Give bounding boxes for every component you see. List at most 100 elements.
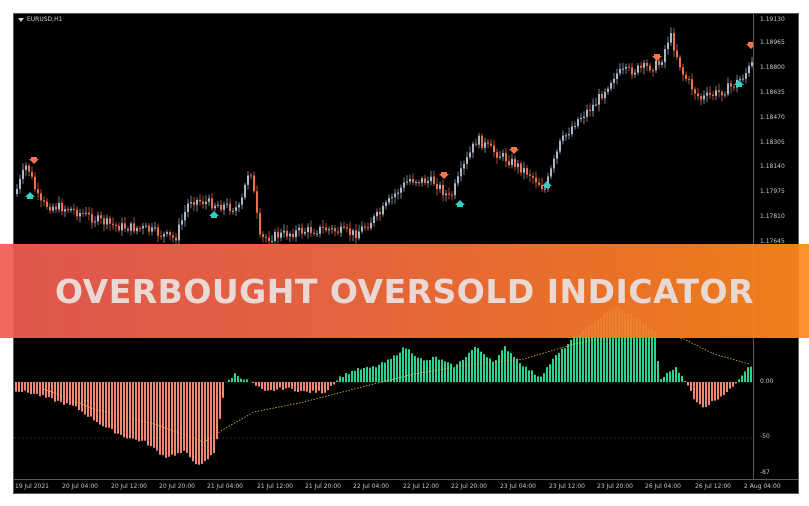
candle <box>79 212 81 217</box>
candle <box>652 70 654 72</box>
candle <box>262 234 264 237</box>
candle <box>727 83 729 95</box>
sell-arrow-icon <box>29 157 39 164</box>
histogram-bar <box>90 382 92 417</box>
candle <box>178 224 180 241</box>
candle <box>310 227 312 233</box>
histogram-bar <box>276 382 278 390</box>
histogram-bar <box>174 382 176 456</box>
candle <box>574 126 576 128</box>
candle <box>238 204 240 208</box>
histogram-bar <box>714 382 716 401</box>
histogram-bar <box>108 382 110 428</box>
time-axis-label: 21 Jul 04:00 <box>207 483 243 490</box>
candle <box>514 158 516 167</box>
histogram-bar <box>615 306 617 382</box>
histogram-bar <box>186 382 188 453</box>
histogram-bar <box>393 355 395 382</box>
histogram-bar <box>267 382 269 391</box>
histogram-bar <box>423 360 425 382</box>
histogram-bar <box>243 379 245 382</box>
histogram-bar <box>180 382 182 454</box>
histogram-bar <box>72 382 74 406</box>
histogram-bar <box>294 382 296 392</box>
histogram-bar <box>396 355 398 382</box>
histogram-bar <box>123 382 125 438</box>
candle <box>304 232 306 234</box>
histogram-bar <box>618 308 620 382</box>
candle <box>682 67 684 75</box>
candle <box>499 156 501 158</box>
histogram-bar <box>105 382 107 428</box>
candle <box>199 199 201 202</box>
price-axis-label: 1.17810 <box>760 213 785 220</box>
histogram-bar <box>519 363 521 382</box>
time-axis-label: 23 Jul 20:00 <box>597 483 633 490</box>
histogram-bar <box>642 323 644 382</box>
histogram-bar <box>120 382 122 435</box>
candle <box>49 206 51 211</box>
histogram-bar <box>237 376 239 382</box>
histogram-bar <box>552 358 554 382</box>
histogram-bar <box>327 382 329 391</box>
candle <box>112 223 114 225</box>
candle <box>373 216 375 224</box>
candle <box>442 184 444 196</box>
candle <box>274 231 276 242</box>
histogram-bar <box>576 335 578 382</box>
candle <box>64 209 66 212</box>
histogram-bar <box>30 382 32 395</box>
histogram-bar <box>312 382 314 391</box>
dropdown-triangle-icon <box>18 17 24 22</box>
histogram-bar <box>636 318 638 382</box>
candle <box>724 94 726 96</box>
candle <box>478 135 480 145</box>
histogram-bar <box>579 334 581 382</box>
histogram-bar <box>297 382 299 393</box>
histogram-bar <box>177 382 179 454</box>
histogram-bar <box>729 382 731 389</box>
buy-arrow-icon <box>209 211 219 218</box>
candle <box>394 193 396 198</box>
candle <box>115 224 117 226</box>
histogram-bar <box>408 349 410 382</box>
histogram-bar <box>264 382 266 391</box>
histogram-bar <box>144 382 146 441</box>
candle <box>586 109 588 117</box>
histogram-bar <box>282 382 284 390</box>
histogram-bar <box>606 312 608 382</box>
histogram-bar <box>270 382 272 390</box>
histogram-bar <box>345 373 347 382</box>
candle <box>223 204 225 210</box>
candle <box>97 215 99 222</box>
histogram-bar <box>723 382 725 396</box>
candle <box>157 227 159 236</box>
histogram-bar <box>57 382 59 401</box>
time-axis[interactable]: 19 Jul 2021 20 Jul 04:00 20 Jul 12:00 20… <box>13 480 799 494</box>
histogram-bar <box>168 382 170 457</box>
histogram-bar <box>54 382 56 402</box>
candle <box>694 89 696 94</box>
histogram-bar <box>387 359 389 382</box>
histogram-bar <box>564 348 566 382</box>
time-axis-label: 23 Jul 12:00 <box>549 483 585 490</box>
candle <box>400 187 402 193</box>
histogram-bar <box>306 382 308 392</box>
histogram-bar <box>99 382 101 425</box>
histogram-bar <box>501 350 503 382</box>
histogram-bar <box>432 356 434 382</box>
candle <box>553 158 555 169</box>
histogram-bar <box>648 328 650 382</box>
time-axis-label: 21 Jul 20:00 <box>305 483 341 490</box>
histogram-bar <box>111 382 113 430</box>
candle <box>421 178 423 183</box>
candle <box>133 223 135 232</box>
candle <box>328 229 330 231</box>
time-axis-label: 26 Jul 12:00 <box>695 483 731 490</box>
candle <box>361 226 363 232</box>
candle <box>484 142 486 148</box>
histogram-bar <box>654 331 656 382</box>
price-axis-label: 1.18305 <box>760 139 785 146</box>
candle <box>160 235 162 237</box>
histogram-bar <box>531 370 533 382</box>
